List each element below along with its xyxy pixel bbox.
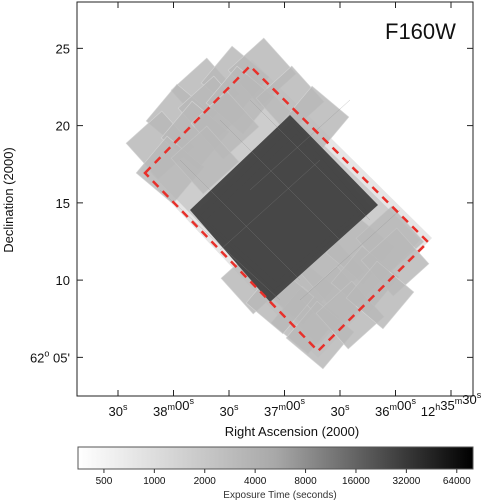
y-tick-label: 10	[56, 273, 70, 288]
deep-core-layer	[200, 126, 366, 290]
deep-core-layer	[190, 115, 378, 302]
x-tick-label: 38m00s	[153, 396, 194, 419]
filter-label: F160W	[385, 19, 456, 44]
deep-core-layer	[206, 134, 358, 282]
tile-seam	[299, 209, 401, 301]
x-tick-label: 36m00s	[375, 396, 416, 419]
y-tick-label: 62o 05'	[30, 348, 70, 365]
colorbar	[77, 446, 474, 470]
y-axis-ticks: 62o 05' 10 15 20 25	[30, 41, 473, 365]
colorbar-tick-label: 4000	[244, 476, 267, 487]
y-tick-label: 15	[56, 196, 70, 211]
colorbar-tick-label: 64000	[443, 476, 471, 487]
colorbar-tick-label: 8000	[294, 476, 317, 487]
colorbar-tick-label: 32000	[392, 476, 420, 487]
tile-seam	[219, 119, 341, 241]
y-axis-label: Declination (2000)	[1, 147, 16, 253]
tile-seam	[179, 159, 301, 281]
tile-seam	[249, 99, 351, 191]
colorbar-tick-label: 500	[96, 476, 113, 487]
deep-core-layer	[194, 120, 372, 296]
x-tick-label: 30s	[220, 402, 239, 419]
x-tick-label: 30s	[109, 402, 128, 419]
colorbar-ticks: 500 1000 2000 4000 8000 16000 32000 64000	[96, 469, 471, 487]
colorbar-tick-label: 16000	[342, 476, 370, 487]
footprint-outline	[143, 64, 430, 353]
x-tick-label: 37m00s	[264, 396, 305, 419]
x-tick-label: 12h35m30s	[421, 390, 482, 419]
deep-core-region	[190, 115, 378, 302]
tile-seam	[159, 189, 281, 301]
exposure-map	[125, 37, 432, 370]
colorbar-label: Exposure Time (seconds)	[223, 490, 336, 501]
colorbar-tick-label: 2000	[194, 476, 217, 487]
y-tick-label: 20	[56, 119, 70, 134]
tile-seam	[219, 159, 321, 251]
x-tick-label: 30s	[331, 402, 350, 419]
x-axis-label: Right Ascension (2000)	[225, 424, 359, 439]
tile-seams	[159, 99, 401, 301]
tile-seam	[249, 99, 371, 221]
y-tick-label: 25	[56, 41, 70, 56]
colorbar-tick-label: 1000	[143, 476, 166, 487]
